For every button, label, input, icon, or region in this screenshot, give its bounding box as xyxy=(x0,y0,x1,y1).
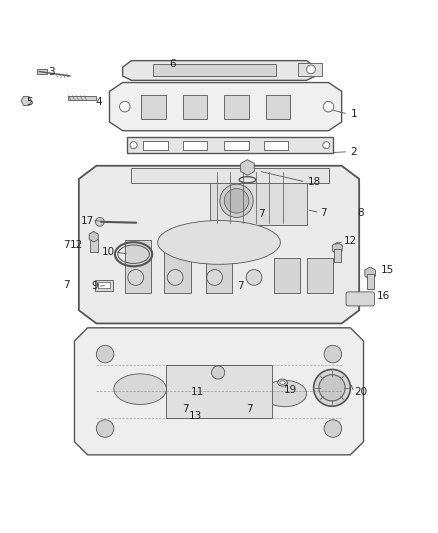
Circle shape xyxy=(167,270,183,285)
Text: 7: 7 xyxy=(258,209,265,219)
Bar xyxy=(266,95,290,119)
Bar xyxy=(274,258,300,293)
Circle shape xyxy=(212,366,225,379)
PathPatch shape xyxy=(74,328,364,455)
Circle shape xyxy=(96,420,114,437)
Circle shape xyxy=(96,345,114,363)
Text: 8: 8 xyxy=(357,208,364,217)
Bar xyxy=(264,141,288,150)
Text: 12: 12 xyxy=(70,240,83,251)
Ellipse shape xyxy=(280,381,285,384)
Text: 2: 2 xyxy=(350,147,357,157)
Ellipse shape xyxy=(263,381,307,407)
Bar xyxy=(90,239,98,252)
Ellipse shape xyxy=(158,221,280,264)
Circle shape xyxy=(314,369,350,406)
Bar xyxy=(166,365,272,418)
Text: 4: 4 xyxy=(95,97,102,107)
Ellipse shape xyxy=(278,379,287,386)
Polygon shape xyxy=(89,231,98,242)
Circle shape xyxy=(120,101,130,112)
Bar xyxy=(68,96,96,100)
Circle shape xyxy=(220,184,253,217)
Bar xyxy=(307,258,333,293)
PathPatch shape xyxy=(110,83,342,131)
Circle shape xyxy=(324,420,342,437)
Circle shape xyxy=(130,142,137,149)
Bar xyxy=(334,249,341,262)
Bar xyxy=(298,63,322,76)
Circle shape xyxy=(224,189,249,213)
Bar xyxy=(164,240,191,293)
Bar xyxy=(183,141,207,150)
Text: 7: 7 xyxy=(64,280,70,290)
Text: 12: 12 xyxy=(344,236,357,246)
Circle shape xyxy=(319,375,345,401)
Text: 16: 16 xyxy=(377,291,390,301)
Bar xyxy=(183,95,207,119)
Text: 11: 11 xyxy=(191,387,204,397)
Circle shape xyxy=(323,142,330,149)
Circle shape xyxy=(95,217,104,226)
Circle shape xyxy=(307,65,315,74)
PathPatch shape xyxy=(123,61,315,80)
Bar xyxy=(37,69,47,74)
Bar xyxy=(367,274,374,289)
Bar xyxy=(141,95,166,119)
PathPatch shape xyxy=(127,138,333,152)
Polygon shape xyxy=(365,267,375,279)
Text: 7: 7 xyxy=(64,240,70,251)
Bar xyxy=(153,64,276,76)
Circle shape xyxy=(246,270,262,285)
Text: 7: 7 xyxy=(182,404,189,414)
Text: 3: 3 xyxy=(48,67,55,77)
Text: 15: 15 xyxy=(381,265,394,275)
Text: 7: 7 xyxy=(247,404,253,414)
Text: 1: 1 xyxy=(350,109,357,119)
Bar xyxy=(125,240,151,293)
Bar xyxy=(210,170,307,225)
Text: 6: 6 xyxy=(170,59,177,69)
Ellipse shape xyxy=(184,378,254,418)
Text: 7: 7 xyxy=(320,208,326,217)
Ellipse shape xyxy=(114,374,166,405)
Text: 5: 5 xyxy=(26,97,33,107)
Bar xyxy=(224,141,249,150)
Circle shape xyxy=(323,101,334,112)
Polygon shape xyxy=(240,159,254,175)
Circle shape xyxy=(324,345,342,363)
Text: 7: 7 xyxy=(237,281,244,291)
PathPatch shape xyxy=(79,166,359,324)
Text: 17: 17 xyxy=(81,215,94,225)
Text: 13: 13 xyxy=(189,411,202,421)
Polygon shape xyxy=(21,96,32,106)
Bar xyxy=(98,282,110,288)
Bar xyxy=(95,280,113,290)
Polygon shape xyxy=(332,243,342,254)
FancyBboxPatch shape xyxy=(346,292,374,306)
Bar xyxy=(131,168,328,183)
Text: 9: 9 xyxy=(91,281,98,291)
Text: 18: 18 xyxy=(308,177,321,187)
Bar xyxy=(206,240,232,293)
Circle shape xyxy=(128,270,144,285)
Bar xyxy=(224,95,249,119)
Text: 19: 19 xyxy=(284,385,297,395)
Text: 10: 10 xyxy=(102,247,115,257)
Bar xyxy=(143,141,168,150)
Circle shape xyxy=(207,270,223,285)
Text: 20: 20 xyxy=(354,387,367,397)
